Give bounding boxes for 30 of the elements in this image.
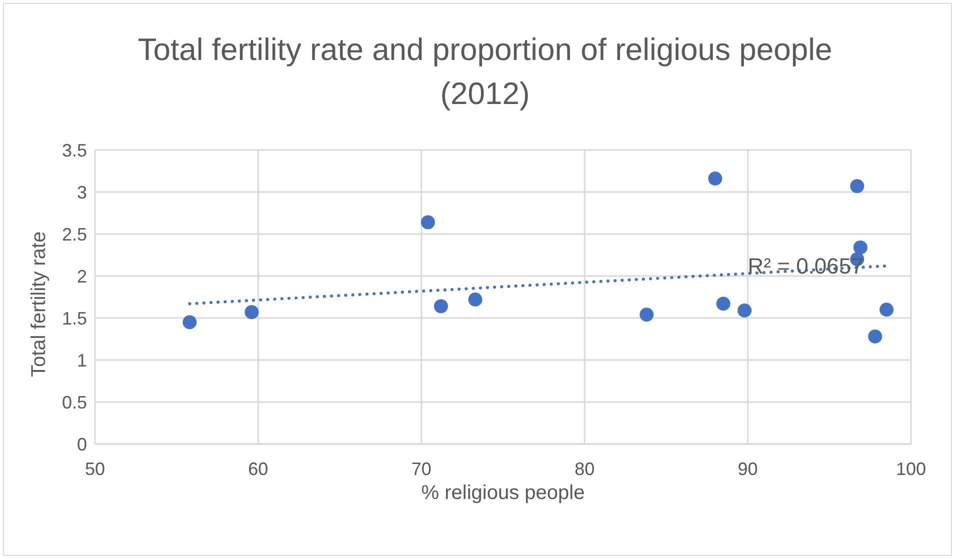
point <box>738 303 752 318</box>
y-tick-label: 0 <box>76 434 87 454</box>
y-tick-label: 0.5 <box>62 392 87 412</box>
point <box>850 179 864 194</box>
point <box>880 302 894 317</box>
y-tick-label: 2.5 <box>62 224 87 244</box>
point <box>244 305 259 320</box>
point <box>468 292 482 307</box>
x-tick-label: 70 <box>411 458 432 479</box>
point <box>434 299 448 314</box>
y-tick-label: 1.5 <box>62 308 87 328</box>
y-tick-label: 2 <box>76 266 87 286</box>
y-tick-label: 3.5 <box>62 140 87 160</box>
x-axis-title: % religious people <box>421 482 585 504</box>
chart-title: Total fertility rate and proportion of religious people (2012) <box>136 31 834 113</box>
point <box>868 329 882 344</box>
x-tick-label: 80 <box>574 458 595 479</box>
point <box>853 240 868 254</box>
x-tick-label: 90 <box>738 458 758 479</box>
point <box>640 308 654 322</box>
point <box>708 172 722 186</box>
y-axis-title: Total fertility rate <box>28 231 50 377</box>
x-tick-label: 60 <box>248 458 268 479</box>
point <box>716 296 730 311</box>
point <box>182 315 197 330</box>
y-tick-label: 3 <box>76 182 87 202</box>
x-tick-label: 50 <box>84 458 106 479</box>
y-tick-label: 1 <box>76 350 87 370</box>
x-tick-label: 100 <box>896 458 926 479</box>
point <box>420 215 435 230</box>
